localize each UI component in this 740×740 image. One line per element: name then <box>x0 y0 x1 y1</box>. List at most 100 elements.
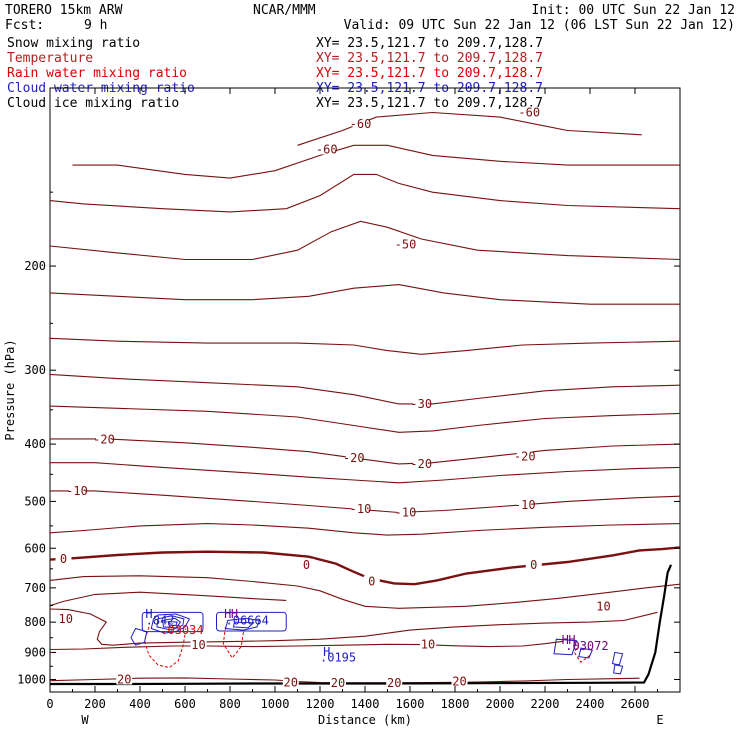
cloud-water-contour <box>553 638 578 656</box>
cloud-water-contour <box>224 617 260 631</box>
temperature-contour <box>50 438 681 465</box>
contour-label: 10 <box>596 600 610 614</box>
contour-label-bg <box>55 553 72 565</box>
extremum-marker: H <box>562 633 569 647</box>
east-label: E <box>656 713 663 727</box>
cloud-water-contour <box>156 615 185 631</box>
center-label: NCAR/MMM <box>253 3 316 18</box>
contour-label-bg <box>352 503 369 515</box>
cloud-water-contour <box>130 627 148 646</box>
contour-label: 0 <box>60 552 67 566</box>
rain-contour <box>573 643 591 663</box>
contour-label: -10 <box>66 484 88 498</box>
value-label: .03034 <box>160 623 203 637</box>
extremum-marker: H <box>323 645 330 659</box>
field-legend: Snow mixing ratio XY= 23.5,121.7 to 209.7… <box>7 36 543 111</box>
field-label: Cloud ice mixing ratio <box>7 96 179 111</box>
contour-label: -20 <box>410 457 432 471</box>
cloud-water-contour <box>611 651 624 666</box>
contour-label-bg <box>397 238 414 250</box>
contour-label-bg <box>298 558 315 570</box>
temperature-contour <box>49 640 564 651</box>
temperature-contour <box>297 111 642 146</box>
field-label: Snow mixing ratio <box>7 36 140 51</box>
contour-label-bg <box>345 451 362 463</box>
contour-label-bg <box>516 498 533 510</box>
extremum-marker: H <box>568 633 575 647</box>
temperature-contour <box>49 373 681 405</box>
temperature-contour <box>49 575 681 609</box>
temperature-contour <box>72 144 680 179</box>
contour-label-bg <box>521 106 538 118</box>
x-tick-label: 0 <box>46 697 53 711</box>
contour-label: -60 <box>350 117 372 131</box>
contour-label-bg <box>516 450 533 462</box>
contour-label: 10 <box>191 638 205 652</box>
contour-label: 0 <box>530 558 537 572</box>
value-label: .842 <box>146 614 175 628</box>
field-label: Rain water mixing ratio <box>7 66 187 81</box>
y-tick-label: 600 <box>24 541 46 555</box>
y-tick-label: 700 <box>24 581 46 595</box>
temperature-contour <box>50 490 681 514</box>
y-tick-label: 900 <box>24 645 46 659</box>
contour-label: 10 <box>59 612 73 626</box>
contour-label: 20 <box>284 676 298 690</box>
temperature-contour <box>50 462 681 484</box>
terrain-line <box>50 564 673 686</box>
field-xy: XY= 23.5,121.7 to 209.7,128.7 <box>316 66 543 81</box>
contour-label-bg <box>595 600 612 612</box>
fcst-label: Fcst: <box>5 18 44 33</box>
contour-label-bg <box>525 558 542 570</box>
contour-label-bg <box>282 676 299 688</box>
header: TORERO 15km ARW NCAR/MMM Init: 00 UTC Su… <box>5 3 735 33</box>
valid-time: Valid: 09 UTC Sun 22 Jan 12 (06 LST Sun … <box>344 18 735 33</box>
contour-label: 0 <box>368 575 375 589</box>
contour-label: -10 <box>395 505 417 519</box>
x-tick-label: 2000 <box>486 697 515 711</box>
x-tick-label: 600 <box>174 697 196 711</box>
temperature-contour <box>49 405 681 433</box>
y-axis-label: Pressure (hPa) <box>3 339 17 440</box>
x-tick-label: 200 <box>84 697 106 711</box>
temperature-contour <box>49 523 681 536</box>
x-tick-label: 1200 <box>306 697 335 711</box>
contour-label-bg <box>420 638 436 650</box>
contour-label-bg <box>330 676 346 688</box>
temperature-contour <box>49 173 681 213</box>
contour-label-bg <box>352 117 369 129</box>
contour-label-bg <box>116 673 133 685</box>
contour-label-bg <box>413 397 430 409</box>
y-tick-label: 1000 <box>17 672 46 686</box>
fcst-value: 9 h <box>84 18 107 33</box>
contour-label: -60 <box>316 142 338 156</box>
contour-label-bg <box>57 612 74 624</box>
contour-label: -30 <box>410 397 432 411</box>
y-tick-label: 800 <box>24 615 46 629</box>
cloud-water-contour <box>613 664 624 675</box>
cloud-water-contour <box>232 621 255 629</box>
contour-label-bg <box>386 676 403 688</box>
field-label: Temperature <box>7 51 93 66</box>
cloud-water-contour <box>167 620 178 627</box>
rain-contour <box>222 626 244 659</box>
value-label: .06664 <box>226 614 269 628</box>
temperature-contour <box>49 608 658 646</box>
contour-label: 20 <box>387 676 401 690</box>
cloud-water-contour <box>150 613 191 634</box>
cloud-water-contour <box>216 611 287 632</box>
temperature-contour <box>49 220 681 261</box>
contour-label: 20 <box>331 676 345 690</box>
x-tick-label: 2400 <box>576 697 605 711</box>
value-label: .03072 <box>565 639 608 653</box>
x-tick-label: 1000 <box>261 697 290 711</box>
field-xy: XY= 23.5,121.7 to 209.7,128.7 <box>316 51 543 66</box>
west-label: W <box>81 713 89 727</box>
contour-label: -60 <box>518 105 540 119</box>
x-tick-label: 800 <box>219 697 241 711</box>
contour-label: -20 <box>93 433 115 447</box>
x-tick-label: 2600 <box>621 697 650 711</box>
temperature-contour <box>49 284 680 305</box>
y-tick-label: 400 <box>24 437 46 451</box>
